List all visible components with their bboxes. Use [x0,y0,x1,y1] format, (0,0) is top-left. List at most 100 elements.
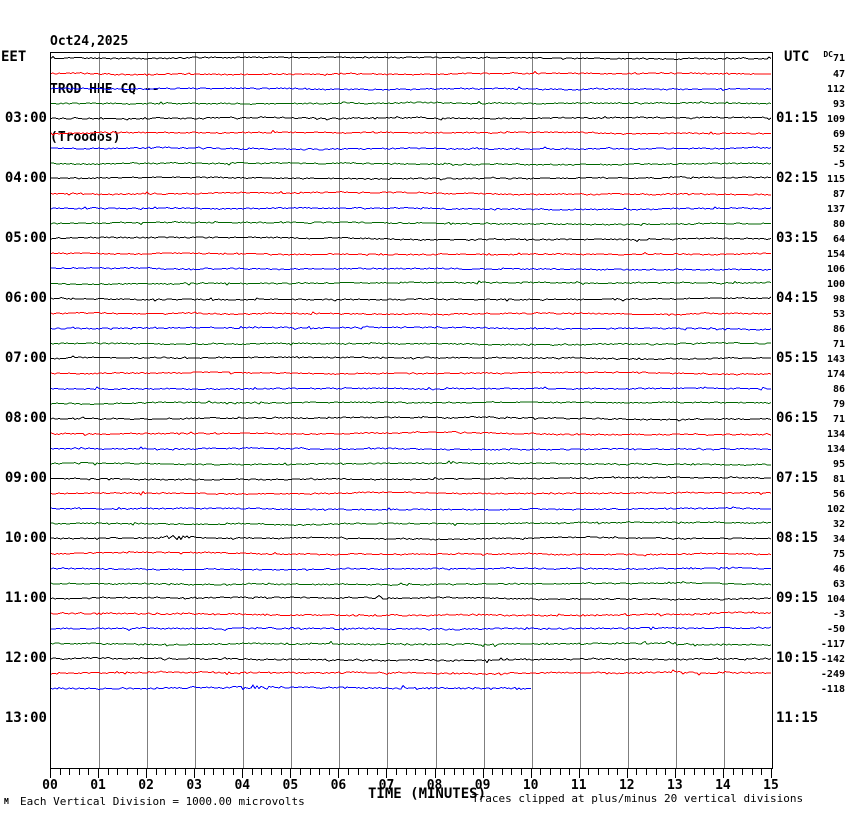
dc-offset-value: 46 [832,563,845,575]
dc-offset-value: 154 [826,248,845,260]
plot-area [50,52,773,769]
seismo-trace [51,446,771,451]
seismo-trace [51,100,772,106]
eet-hour-label: 12:00 [4,649,47,666]
dc-offset-value: 106 [826,263,845,275]
utc-hour-label: 03:15 [776,229,819,246]
seismo-trace [51,520,771,527]
seismo-trace [51,626,772,632]
eet-hour-label: 05:00 [4,229,47,246]
utc-hour-label: 11:15 [776,709,819,726]
dc-offset-value: 79 [832,398,845,410]
x-tick-label: 00 [42,778,58,793]
seismo-trace [51,206,772,211]
dc-offset-value: 134 [826,428,845,440]
seismo-trace [51,370,772,376]
seismo-trace [51,656,772,664]
dc-offset-value: 64 [832,233,845,245]
dc-offset-value: 115 [826,173,845,185]
dc-offset-value: 71 [832,338,845,350]
dc-offset-value: 86 [832,323,845,335]
division-note: Each Vertical Division = 1000.00 microvo… [20,795,305,808]
x-tick-label: 14 [715,778,731,793]
dc-offset-value: -50 [826,623,845,635]
dc-offset-value: 81 [832,473,845,485]
seismo-trace [51,460,771,467]
dc-offset-value: -3 [832,608,845,620]
header-date: Oct24,2025 [50,34,129,49]
x-tick-label: 10 [522,778,539,793]
seismo-trace [51,236,772,243]
seismo-trace [51,355,771,361]
eet-hour-label: 08:00 [4,409,47,426]
x-tick-label: 09 [474,778,491,793]
dc-offset-value: 102 [826,503,845,515]
x-tick-label: 01 [90,778,106,793]
x-tick-label: 15 [763,778,779,793]
eet-hour-label: 07:00 [4,349,47,366]
dc-offset-value: -249 [820,668,845,680]
utc-hour-label: 04:15 [776,289,819,306]
dc-offset-value: 56 [832,488,845,500]
eet-hour-label: 04:00 [4,169,47,186]
eet-hour-label: 13:00 [4,709,47,726]
dc-offset-value: 32 [832,518,845,530]
seismo-trace [51,580,772,587]
seismo-trace [51,129,771,136]
seismo-trace [51,325,772,331]
dc-offset-value: 71 [832,413,845,425]
left-axis-title: EET [1,49,27,65]
x-axis-title: TIME (MINUTES) [368,786,487,802]
dc-offset-value: -118 [820,683,845,695]
seismo-trace [51,534,772,541]
seismo-trace [51,684,531,691]
seismo-trace [51,190,771,196]
seismo-trace [51,550,772,557]
seismo-trace [51,341,771,347]
dc-offset-value: 134 [826,443,845,455]
x-tick-label: 07 [378,778,395,793]
dc-offset-value: 86 [832,383,845,395]
seismo-trace [51,506,771,512]
dc-offset-value: 95 [832,458,845,470]
eet-hour-label: 10:00 [4,529,47,546]
x-tick-label: 12 [618,778,635,793]
right-axis-title: UTC [784,49,810,65]
dc-offset-value: 98 [832,293,845,305]
eet-hour-label: 06:00 [4,289,47,306]
clip-note: Traces clipped at plus/minus 20 vertical… [472,792,804,805]
seismo-trace [51,70,771,77]
seismo-trace [51,640,772,648]
utc-hour-label: 08:15 [776,529,819,546]
eet-hour-label: 03:00 [4,109,47,126]
utc-hour-label: 09:15 [776,589,819,606]
dc-offset-value: -5 [832,158,845,170]
seismo-trace [51,566,771,572]
dc-offset-value: 174 [826,368,845,380]
seismo-trace [51,669,771,676]
x-tick-label: 03 [186,778,203,793]
seismo-trace [51,86,771,92]
x-tick-label: 06 [330,778,347,793]
x-tick-label: 08 [426,778,443,793]
seismo-trace [51,610,772,617]
seismo-trace [51,161,772,167]
dc-offset-value: 109 [826,113,845,125]
seismo-trace [51,430,772,437]
dc-column-header: DC [823,49,833,59]
dc-offset-value: 63 [832,578,845,590]
dc-offset-value: -117 [820,638,845,650]
seismo-trace [51,175,771,181]
seismo-trace [51,146,772,151]
seismo-trace [51,386,771,391]
seismo-trace [51,400,772,406]
utc-hour-label: 07:15 [776,469,819,486]
x-axis-ticks [50,768,772,778]
seismo-trace [51,296,772,302]
dc-offset-value: 100 [826,278,845,290]
seismo-trace [51,594,772,601]
seismo-trace [51,475,771,481]
dc-offset-value: DC71 [823,49,845,64]
eet-hour-label: 11:00 [4,589,47,606]
